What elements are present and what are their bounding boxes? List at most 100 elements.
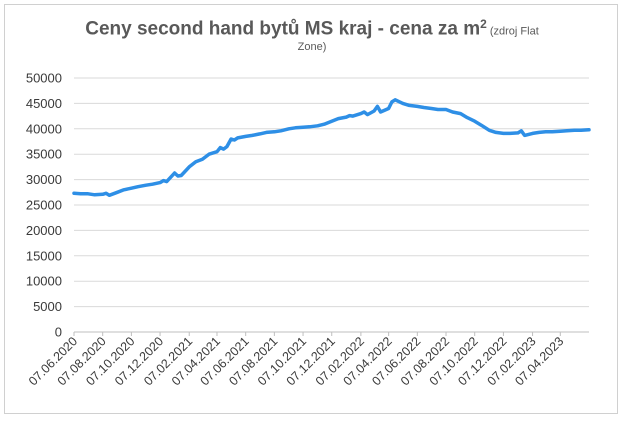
data-point bbox=[422, 106, 426, 109]
data-point bbox=[301, 126, 305, 129]
chart-title-source: (zdroj Flat bbox=[486, 25, 539, 38]
y-tick-label: 35000 bbox=[26, 147, 62, 162]
data-point bbox=[459, 112, 462, 115]
data-point bbox=[416, 105, 419, 108]
data-point bbox=[294, 126, 297, 129]
data-point bbox=[516, 131, 520, 135]
data-point bbox=[587, 128, 591, 131]
data-point bbox=[233, 138, 236, 142]
y-tick-label: 5000 bbox=[33, 299, 62, 314]
data-point bbox=[387, 107, 390, 110]
data-point bbox=[390, 100, 394, 104]
data-point bbox=[372, 109, 376, 113]
data-point bbox=[72, 192, 76, 195]
chart-frame bbox=[4, 4, 618, 414]
data-point bbox=[188, 165, 191, 169]
data-point bbox=[86, 192, 90, 195]
data-point bbox=[544, 130, 547, 133]
data-point bbox=[165, 180, 168, 183]
data-point bbox=[251, 134, 254, 137]
data-point bbox=[401, 102, 404, 105]
data-point bbox=[379, 110, 382, 114]
y-tick-label: 45000 bbox=[26, 96, 62, 111]
data-point bbox=[573, 129, 576, 132]
data-point bbox=[565, 129, 569, 132]
data-point bbox=[108, 194, 111, 197]
y-tick-label: 25000 bbox=[26, 198, 62, 213]
data-point bbox=[531, 132, 534, 135]
data-point bbox=[316, 124, 319, 128]
data-point bbox=[330, 120, 333, 123]
data-point bbox=[363, 110, 366, 114]
data-point bbox=[225, 145, 229, 148]
data-point bbox=[494, 131, 498, 134]
data-point bbox=[151, 183, 154, 186]
data-point bbox=[466, 116, 469, 119]
data-point bbox=[258, 132, 261, 136]
data-point bbox=[394, 98, 397, 102]
y-tick-label: 50000 bbox=[26, 71, 62, 86]
chart-title-main: Ceny second hand bytů MS kraj - cena za … bbox=[85, 18, 481, 40]
data-point bbox=[130, 187, 133, 190]
data-point bbox=[180, 174, 183, 177]
data-point bbox=[104, 192, 108, 195]
data-point bbox=[480, 124, 483, 127]
data-point bbox=[488, 129, 491, 132]
y-tick-label: 10000 bbox=[26, 274, 62, 289]
data-point bbox=[308, 125, 311, 128]
data-point bbox=[523, 134, 526, 137]
data-point bbox=[451, 110, 454, 114]
data-point bbox=[502, 132, 505, 135]
data-point bbox=[337, 117, 340, 120]
data-point bbox=[366, 113, 369, 116]
data-point bbox=[244, 135, 247, 138]
data-point bbox=[273, 130, 276, 133]
data-point bbox=[183, 170, 186, 174]
y-tick-label: 0 bbox=[55, 325, 62, 340]
data-point bbox=[579, 129, 583, 132]
data-point bbox=[444, 108, 448, 111]
data-point bbox=[376, 105, 379, 108]
data-point bbox=[201, 158, 204, 161]
data-point bbox=[176, 174, 180, 178]
data-point bbox=[359, 112, 363, 115]
chart-title: Ceny second hand bytů MS kraj - cena za … bbox=[0, 17, 624, 53]
data-point bbox=[537, 131, 541, 134]
data-point bbox=[215, 150, 219, 153]
data-point bbox=[194, 160, 197, 163]
y-tick-label: 30000 bbox=[26, 172, 62, 187]
data-point bbox=[287, 127, 291, 130]
series-line bbox=[72, 98, 591, 198]
data-point bbox=[136, 185, 140, 188]
data-point bbox=[351, 114, 355, 118]
data-point bbox=[122, 188, 126, 191]
data-point bbox=[323, 123, 326, 126]
x-axis-ticks: 07.06.202007.08.202007.10.202007.12.2020… bbox=[26, 332, 566, 388]
data-point bbox=[101, 193, 104, 196]
data-point bbox=[265, 131, 268, 134]
data-point bbox=[207, 153, 211, 156]
data-point bbox=[520, 129, 523, 132]
data-point bbox=[144, 184, 148, 187]
chart-title-superscript: 2 bbox=[480, 17, 487, 31]
data-point bbox=[158, 181, 162, 184]
y-axis-ticks: 0 5000 10000 15000 20000 25000 30000 35000 40000… bbox=[26, 71, 62, 340]
data-point bbox=[473, 120, 476, 123]
y-tick-label: 20000 bbox=[26, 223, 62, 238]
chart-title-source-line2: Zone) bbox=[297, 41, 327, 54]
data-point bbox=[508, 132, 512, 135]
data-point bbox=[408, 104, 411, 107]
data-point bbox=[559, 130, 562, 133]
data-point bbox=[79, 192, 82, 195]
data-point bbox=[93, 193, 96, 196]
series-layer bbox=[72, 98, 591, 198]
data-point bbox=[236, 136, 239, 140]
data-point bbox=[116, 191, 119, 194]
data-point bbox=[162, 179, 165, 182]
gridlines bbox=[74, 77, 589, 333]
data-point bbox=[222, 147, 225, 151]
data-point bbox=[219, 146, 222, 149]
data-point bbox=[173, 171, 176, 175]
data-point bbox=[345, 115, 348, 119]
